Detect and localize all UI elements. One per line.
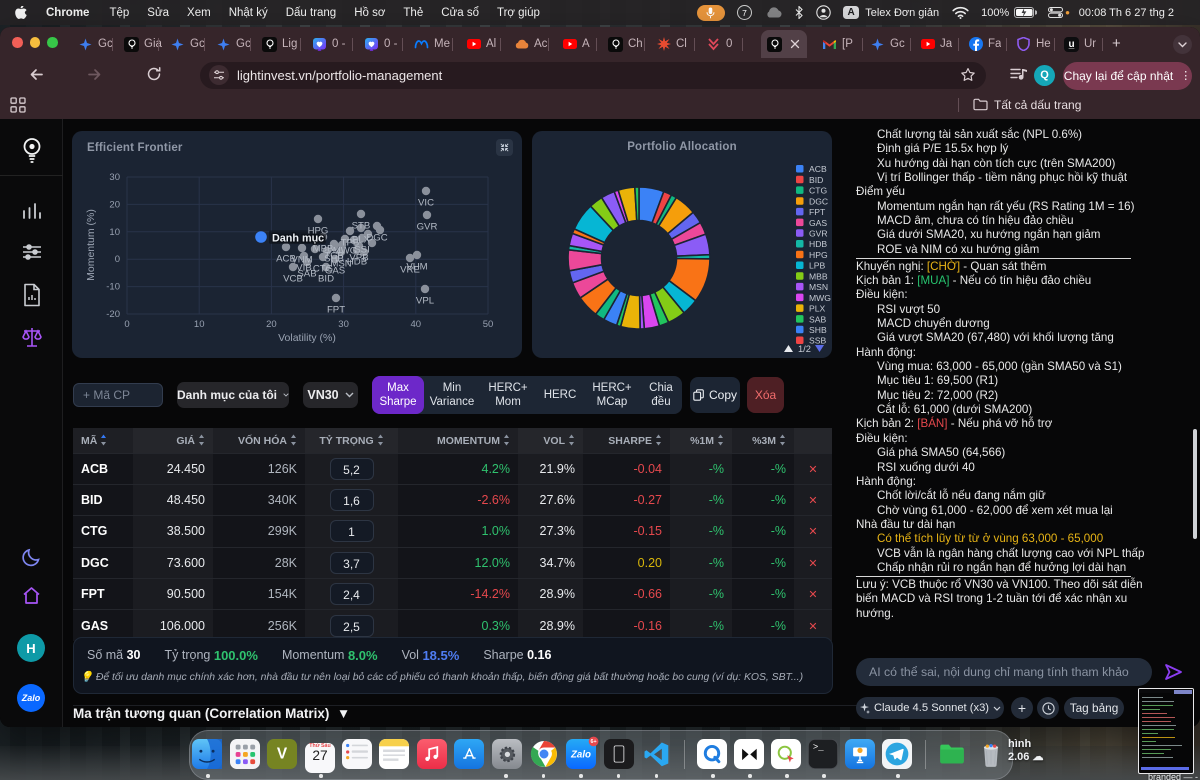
svg-text:20: 20 [109,199,120,210]
svg-text:10: 10 [194,319,205,330]
svg-text:GVR: GVR [809,229,828,239]
svg-text:VCB: VCB [283,274,303,285]
svg-text:LPB: LPB [809,261,826,271]
svg-text:MBB: MBB [809,271,828,281]
svg-text:GAS: GAS [809,218,827,228]
svg-text:20: 20 [266,319,277,330]
svg-text:PLX: PLX [809,304,826,314]
svg-text:TCB: TCB [324,251,343,262]
svg-text:SHB: SHB [324,254,344,265]
svg-text:VPB: VPB [349,253,368,264]
svg-text:SHB: SHB [809,325,827,335]
svg-text:HDB: HDB [809,239,827,249]
svg-text:GAS: GAS [325,266,345,277]
svg-text:VNM: VNM [291,255,312,266]
svg-text:SSI: SSI [354,245,369,256]
svg-text:FPT: FPT [809,207,826,217]
svg-text:Volatility (%): Volatility (%) [278,332,336,344]
svg-text:-10: -10 [106,282,120,293]
svg-text:DGC: DGC [366,233,387,244]
svg-text:30: 30 [109,172,120,183]
svg-text:FPT: FPT [327,305,345,316]
svg-text:GVR: GVR [417,222,438,233]
svg-text:MBB: MBB [313,244,334,255]
svg-text:50: 50 [483,319,494,330]
svg-text:0: 0 [124,319,129,330]
svg-text:BID: BID [809,175,823,185]
svg-text:MSN: MSN [809,282,828,292]
svg-text:ACB: ACB [276,254,296,265]
svg-text:VPL: VPL [416,296,435,307]
svg-text:HPG: HPG [308,226,329,237]
svg-text:Danh mục: Danh mục [272,233,324,245]
svg-text:VIB: VIB [296,263,311,274]
svg-text:VRE: VRE [400,265,420,276]
svg-text:10: 10 [109,227,120,238]
svg-text:MSN: MSN [330,259,351,270]
svg-text:SSB: SSB [809,336,826,346]
svg-text:CTG: CTG [809,186,827,196]
svg-text:MWG: MWG [809,293,831,303]
svg-text:40: 40 [411,319,422,330]
svg-text:VHM: VHM [406,262,427,273]
svg-text:BID: BID [318,274,334,285]
svg-text:ACB: ACB [809,164,827,174]
svg-text:MWG: MWG [333,246,358,257]
svg-text:HDB: HDB [347,257,367,268]
svg-text:SAB: SAB [297,269,316,280]
svg-text:-20: -20 [106,309,120,320]
svg-text:0: 0 [115,254,120,265]
svg-text:1/2: 1/2 [798,344,811,354]
svg-text:PLX: PLX [352,235,371,246]
svg-text:CTG: CTG [313,264,333,275]
svg-text:VIC: VIC [418,198,434,209]
svg-text:STB: STB [352,221,371,232]
svg-text:Momentum (%): Momentum (%) [85,209,97,281]
svg-text:TPB: TPB [341,238,360,249]
svg-text:HPG: HPG [809,250,828,260]
svg-text:SAB: SAB [809,314,826,324]
svg-text:30: 30 [338,319,349,330]
svg-text:DGC: DGC [809,196,828,206]
